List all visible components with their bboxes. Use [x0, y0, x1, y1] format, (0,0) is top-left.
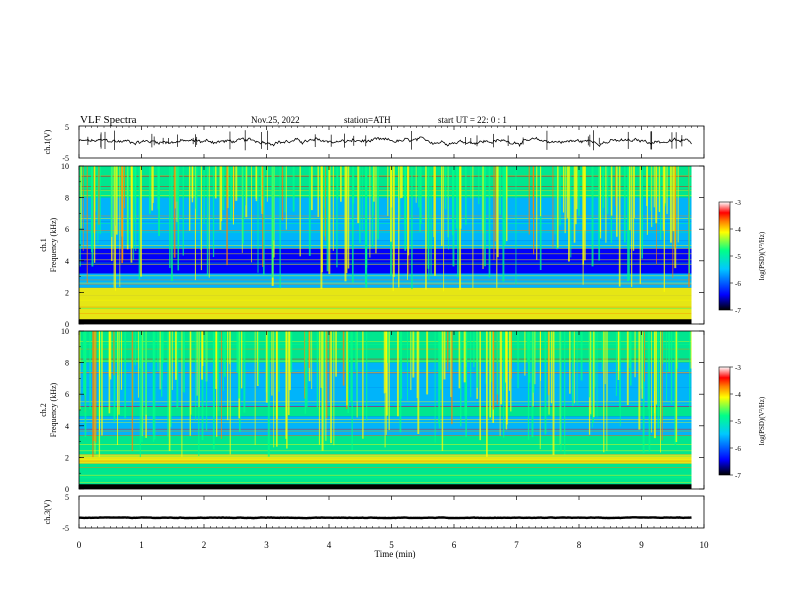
colorbar-tick-label: -4 [735, 226, 741, 234]
ch2-colorbar-ticks: -3 -4 -5 -6 -7 [730, 364, 741, 480]
colorbar-tick-label: -7 [735, 472, 741, 480]
x-tick-label: 2 [202, 540, 207, 550]
x-tick-label: 6 [452, 540, 457, 550]
y-tick-label: 2 [65, 453, 69, 462]
ch1-spec-ylabel-2: Frequency (kHz) [49, 217, 58, 272]
x-axis-ticks [78, 126, 705, 528]
x-tick-label: 1 [139, 540, 144, 550]
spectrogram-baseline [79, 319, 692, 324]
ch1-spec-ylabel-1: ch.1 [39, 238, 48, 252]
spectrogram-band [79, 240, 692, 249]
station-label: station=ATH [344, 115, 391, 125]
spectrogram-band [79, 197, 692, 222]
colorbar-tick-label: -3 [735, 364, 741, 372]
ch2-spectrogram-heatmap [78, 331, 692, 489]
x-tick-label: 8 [577, 540, 582, 550]
ch3-ytick-top: 5 [65, 493, 69, 502]
y-tick-label: 0 [65, 485, 69, 494]
ch2-colorbar-gradient [718, 366, 731, 476]
spectrogram-baseline [79, 484, 692, 489]
ch3-waveform-line [78, 516, 692, 520]
x-tick-label: 5 [389, 540, 394, 550]
figure-title: VLF Spectra [80, 114, 137, 126]
y-tick-label: 6 [65, 225, 69, 234]
colorbar-tick-label: -7 [735, 307, 741, 315]
x-tick-label: 7 [514, 540, 519, 550]
y-tick-label: 8 [65, 194, 69, 203]
x-axis-tick-labels: 0 1 2 3 4 5 6 7 8 9 10 [77, 540, 709, 550]
y-tick-label: 4 [65, 257, 69, 266]
x-axis-label: Time (min) [375, 549, 416, 559]
y-tick-label: 10 [61, 327, 69, 336]
ch1-ytick-bottom: -5 [62, 154, 69, 163]
ch1-ytick-top: 5 [65, 123, 69, 132]
ch1-ylabel: ch.1(V) [43, 129, 52, 154]
ch1-waveform-line [78, 136, 692, 148]
ch2-spec-ylabel-2: Frequency (kHz) [49, 382, 58, 437]
x-tick-label: 4 [327, 540, 332, 550]
ch2-yticks: 0 2 4 6 8 10 [61, 327, 704, 494]
colorbar-tick-label: -6 [735, 280, 741, 288]
spectrogram-band [79, 248, 692, 274]
ch1-waveform-spikes [87, 130, 683, 151]
ch2-colorbar: -3 -4 -5 -6 -7 log(PSD)(V²/Hz) [718, 364, 766, 480]
start-time-label: start UT = 22: 0 : 1 [438, 115, 507, 125]
x-tick-label: 0 [77, 540, 82, 550]
y-tick-label: 8 [65, 359, 69, 368]
ch1-colorbar-ticks: -3 -4 -5 -6 -7 [730, 199, 741, 315]
ch1-colorbar-label: log(PSD)(V²/Hz) [758, 231, 766, 280]
ch3-ytick-bottom: -5 [62, 524, 69, 533]
ch1-colorbar: -3 -4 -5 -6 -7 log(PSD)(V²/Hz) [718, 199, 766, 315]
y-tick-label: 10 [61, 162, 69, 171]
spectrogram-band [79, 463, 692, 486]
y-tick-label: 2 [65, 288, 69, 297]
y-tick-label: 6 [65, 390, 69, 399]
ch1-colorbar-gradient [718, 201, 731, 311]
spectrogram-band [79, 166, 692, 198]
ch3-waveform-frame [78, 495, 705, 529]
ch1-spectrogram-heatmap [79, 166, 692, 324]
ch2-colorbar-label: log(PSD)(V²/Hz) [758, 396, 766, 445]
colorbar-tick-label: -3 [735, 199, 741, 207]
colorbar-tick-label: -6 [735, 445, 741, 453]
x-tick-label: 10 [700, 540, 710, 550]
colorbar-tick-label: -4 [735, 391, 741, 399]
date-label: Nov.25, 2022 [251, 115, 300, 125]
y-tick-label: 4 [65, 422, 69, 431]
ch3-ylabel: ch.3(V) [43, 499, 52, 524]
spectrogram-band [79, 221, 692, 241]
ch1-waveform-frame [78, 125, 705, 159]
x-tick-label: 9 [639, 540, 644, 550]
y-tick-label: 0 [65, 320, 69, 329]
ch2-spectrogram-panel: 0 2 4 6 8 10 ch.2 Frequency (kHz) [39, 327, 705, 494]
spectrogram-band [79, 287, 692, 296]
ch1-spectrogram-panel: 0 2 4 6 8 10 ch.1 Frequency (kHz) [39, 162, 705, 329]
colorbar-tick-label: -5 [735, 253, 741, 261]
spectrogram-band [79, 295, 692, 321]
colorbar-tick-label: -5 [735, 418, 741, 426]
x-tick-label: 3 [264, 540, 269, 550]
ch2-spec-ylabel-1: ch.2 [39, 403, 48, 417]
ch3-waveform-panel: 5 -5 ch.3(V) [43, 493, 705, 533]
ch1-waveform-panel: 5 -5 ch.1(V) [43, 123, 705, 163]
spectrogram-band [79, 454, 692, 464]
ch1-yticks: 0 2 4 6 8 10 [61, 162, 704, 329]
